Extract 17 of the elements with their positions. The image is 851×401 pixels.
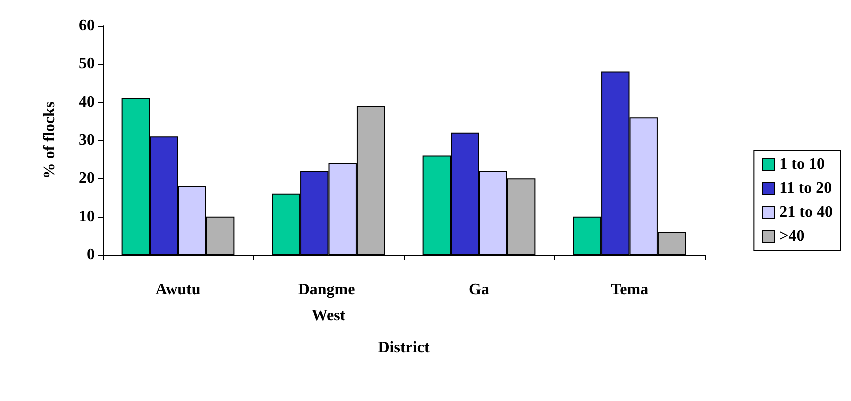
x-tick-label: Ga — [469, 282, 490, 298]
legend-label: 1 to 10 — [780, 156, 825, 173]
legend-label: >40 — [780, 228, 805, 245]
x-tick-label: Awutu — [156, 282, 201, 298]
y-tick-label: 60 — [79, 18, 95, 34]
y-axis-title: % of flocks — [42, 102, 58, 180]
y-tick-label: 20 — [79, 170, 95, 188]
y-tick-label: 40 — [79, 94, 95, 111]
legend-label: 11 to 20 — [780, 180, 832, 197]
legend-label: 21 to 40 — [780, 204, 833, 221]
x-axis-title: District — [378, 340, 430, 356]
x-tick-label: Dangme West — [298, 282, 360, 324]
y-tick-label: 30 — [79, 132, 95, 149]
y-tick-label: 0 — [87, 246, 95, 264]
y-tick-label: 50 — [79, 56, 95, 73]
y-tick-label: 10 — [79, 208, 95, 226]
x-tick-label: Tema — [610, 282, 649, 298]
